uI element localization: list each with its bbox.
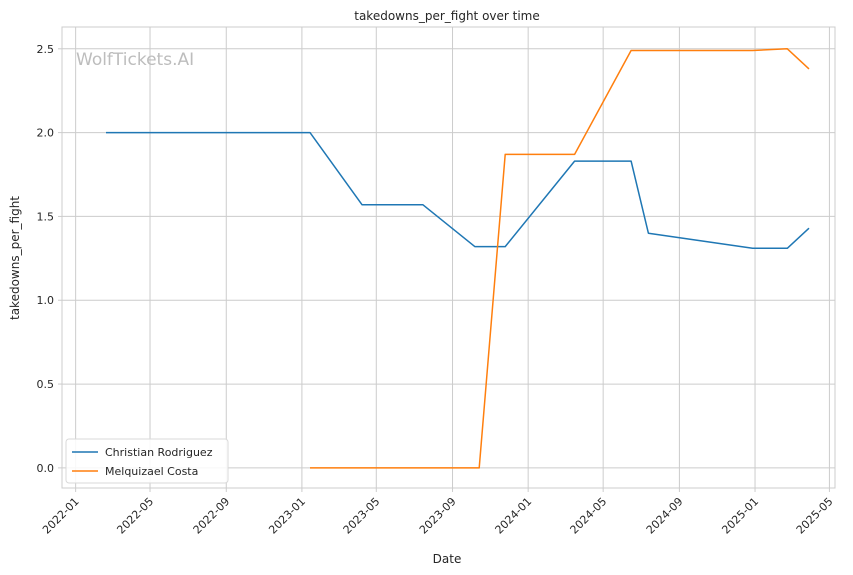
y-tick-label: 0.0	[37, 462, 55, 475]
x-tick-label: 2023-09	[417, 495, 459, 537]
watermark: WolfTickets.AI	[76, 50, 194, 70]
series-layer	[106, 48, 810, 469]
plot-area	[61, 26, 836, 489]
x-tick-label: 2023-01	[266, 495, 308, 537]
y-tick-label: 2.5	[37, 43, 55, 56]
y-axis-ticks: 0.0 0.5 1.0 1.5 2.0 2.5	[37, 43, 62, 475]
series-line-christian-rodriguez	[106, 131, 810, 250]
x-tick-label: 2024-01	[493, 495, 535, 537]
x-tick-label: 2022-09	[191, 495, 233, 537]
x-tick-label: 2025-05	[794, 495, 836, 537]
chart-title: takedowns_per_fight over time	[354, 9, 540, 23]
y-tick-label: 2.0	[37, 127, 55, 140]
legend-box	[65, 438, 229, 484]
x-axis-ticks: 2022-01 2022-05 2022-09 2023-01 2023-05 2023-…	[40, 488, 836, 537]
y-tick-label: 1.0	[37, 294, 55, 307]
legend-label-melquizael-costa: Melquizael Costa	[105, 465, 198, 478]
y-axis-title: takedowns_per_fight	[8, 196, 22, 320]
x-tick-label: 2025-01	[719, 495, 761, 537]
x-tick-label: 2024-05	[568, 495, 610, 537]
x-tick-label: 2023-05	[341, 495, 383, 537]
y-tick-label: 0.5	[37, 378, 55, 391]
x-axis-title: Date	[433, 552, 462, 566]
legend-label-christian-rodriguez: Christian Rodriguez	[105, 446, 213, 459]
legend: Christian Rodriguez Melquizael Costa	[65, 438, 229, 484]
y-tick-label: 1.5	[37, 210, 55, 223]
x-tick-label: 2024-09	[644, 495, 686, 537]
x-tick-label: 2022-05	[114, 495, 156, 537]
series-line-melquizael-costa	[310, 48, 810, 469]
x-tick-label: 2022-01	[40, 495, 82, 537]
